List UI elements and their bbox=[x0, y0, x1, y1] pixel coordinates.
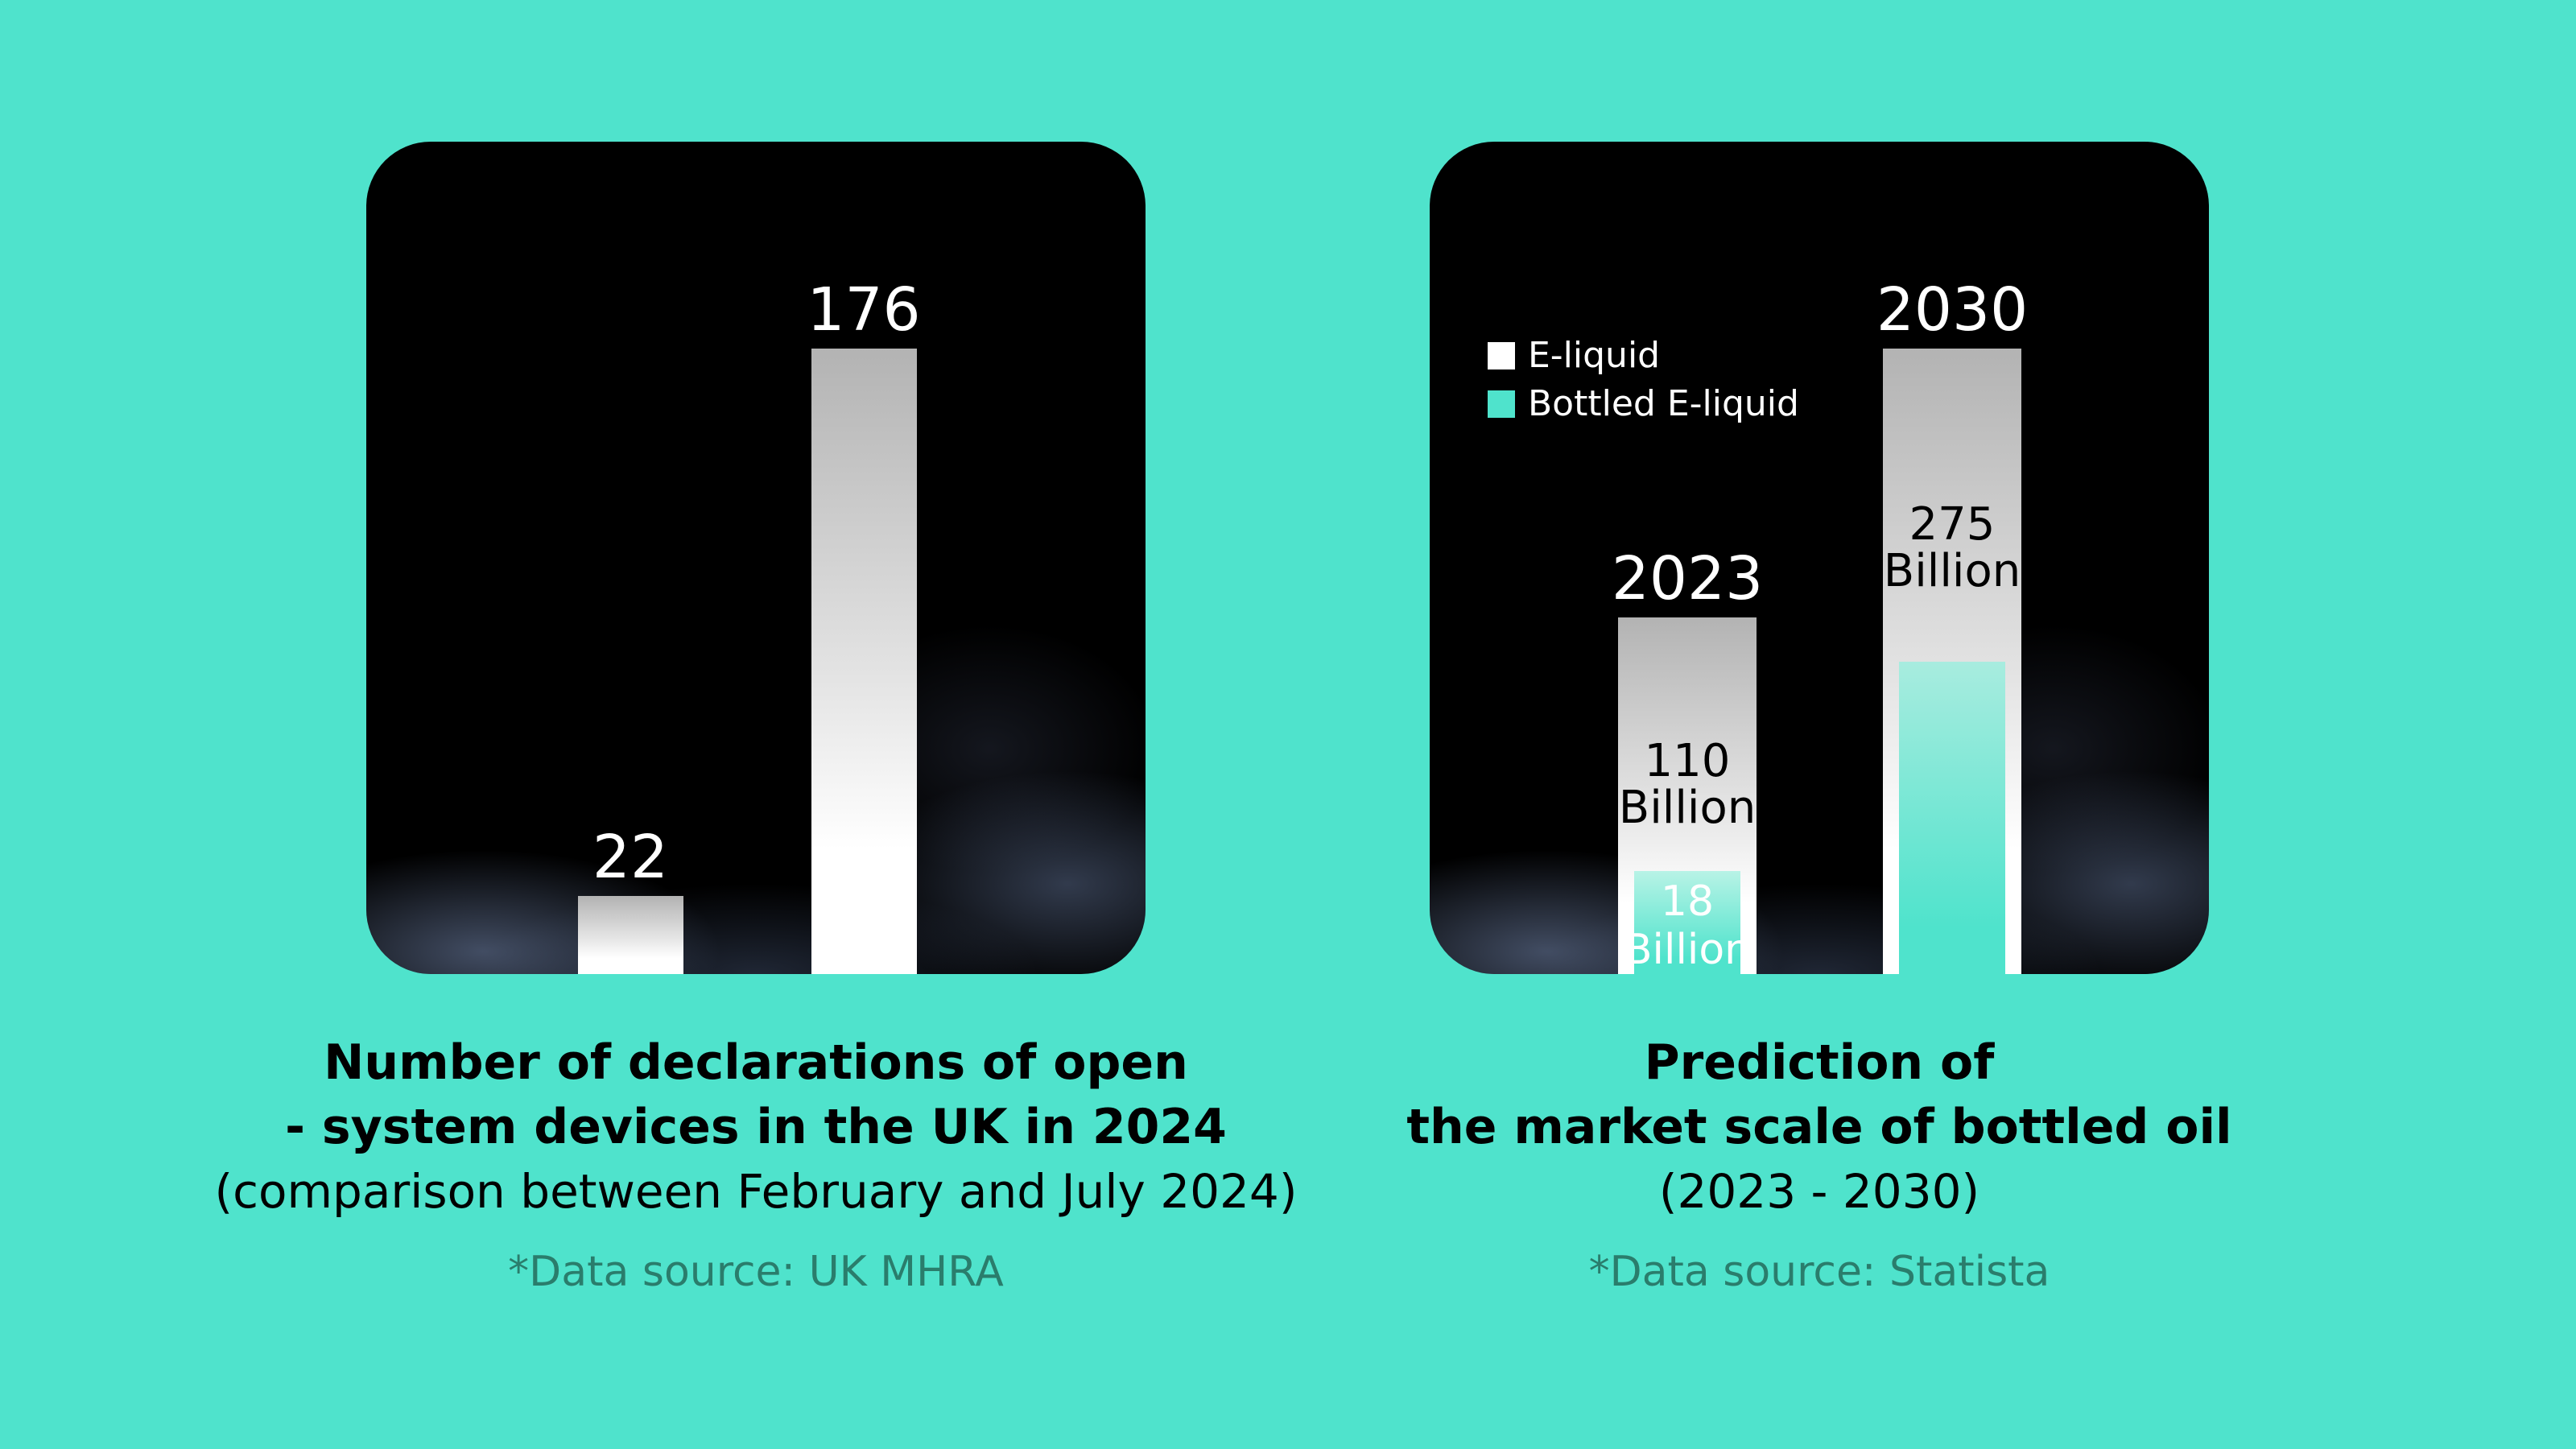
chart-card-market: E-liquid Bottled E-liquid 18 Billion 110 B… bbox=[1430, 142, 2209, 974]
legend-item-e-liquid: E-liquid bbox=[1488, 335, 1660, 376]
data-label-july: 176 bbox=[807, 275, 921, 345]
caption-market: Prediction of the market scale of bottle… bbox=[1406, 1030, 2231, 1296]
smoke-background bbox=[1430, 523, 2209, 974]
category-label-2023: 2023 bbox=[1611, 544, 1764, 614]
bar-bottled-2030 bbox=[1899, 661, 2005, 974]
chart-subtitle: (2023 - 2030) bbox=[1658, 1164, 1980, 1219]
legend-swatch-white bbox=[1488, 341, 1515, 369]
category-label-2030: 2030 bbox=[1876, 275, 2029, 345]
data-label-bottled-2023: 18 Billion bbox=[1623, 877, 1752, 974]
smoke-background bbox=[366, 523, 1146, 974]
data-label-e-liquid-2030: 275 Billion bbox=[1883, 498, 2021, 597]
chart-title-line: Number of declarations of open bbox=[324, 1034, 1188, 1091]
bar-february bbox=[578, 895, 683, 974]
legend-swatch-teal bbox=[1488, 390, 1515, 418]
data-label-e-liquid-2023: 110 Billion bbox=[1618, 735, 1757, 835]
legend-label: E-liquid bbox=[1528, 335, 1661, 376]
chart-card-declarations: 22 176 bbox=[366, 142, 1146, 974]
caption-declarations: Number of declarations of open - system … bbox=[215, 1030, 1298, 1296]
bar-july bbox=[811, 349, 917, 974]
chart-subtitle: (comparison between February and July 20… bbox=[214, 1164, 1298, 1219]
bar-bottled-2023: 18 Billion bbox=[1624, 870, 1751, 974]
data-source: *Data source: UK MHRA bbox=[508, 1248, 1004, 1296]
bar-e-liquid-2030: 275 Billion bbox=[1883, 349, 2021, 974]
chart-title-line: the market scale of bottled oil bbox=[1406, 1099, 2232, 1155]
legend-label: Bottled E-liquid bbox=[1528, 383, 1799, 424]
bar-e-liquid-2023: 18 Billion 110 Billion bbox=[1618, 617, 1757, 974]
legend-item-bottled: Bottled E-liquid bbox=[1488, 383, 1799, 424]
data-source: *Data source: Statista bbox=[1588, 1248, 2050, 1296]
chart-title-line: Prediction of bbox=[1644, 1034, 1995, 1091]
chart-title-line: - system devices in the UK in 2024 bbox=[285, 1099, 1227, 1155]
data-label-february: 22 bbox=[592, 822, 669, 892]
